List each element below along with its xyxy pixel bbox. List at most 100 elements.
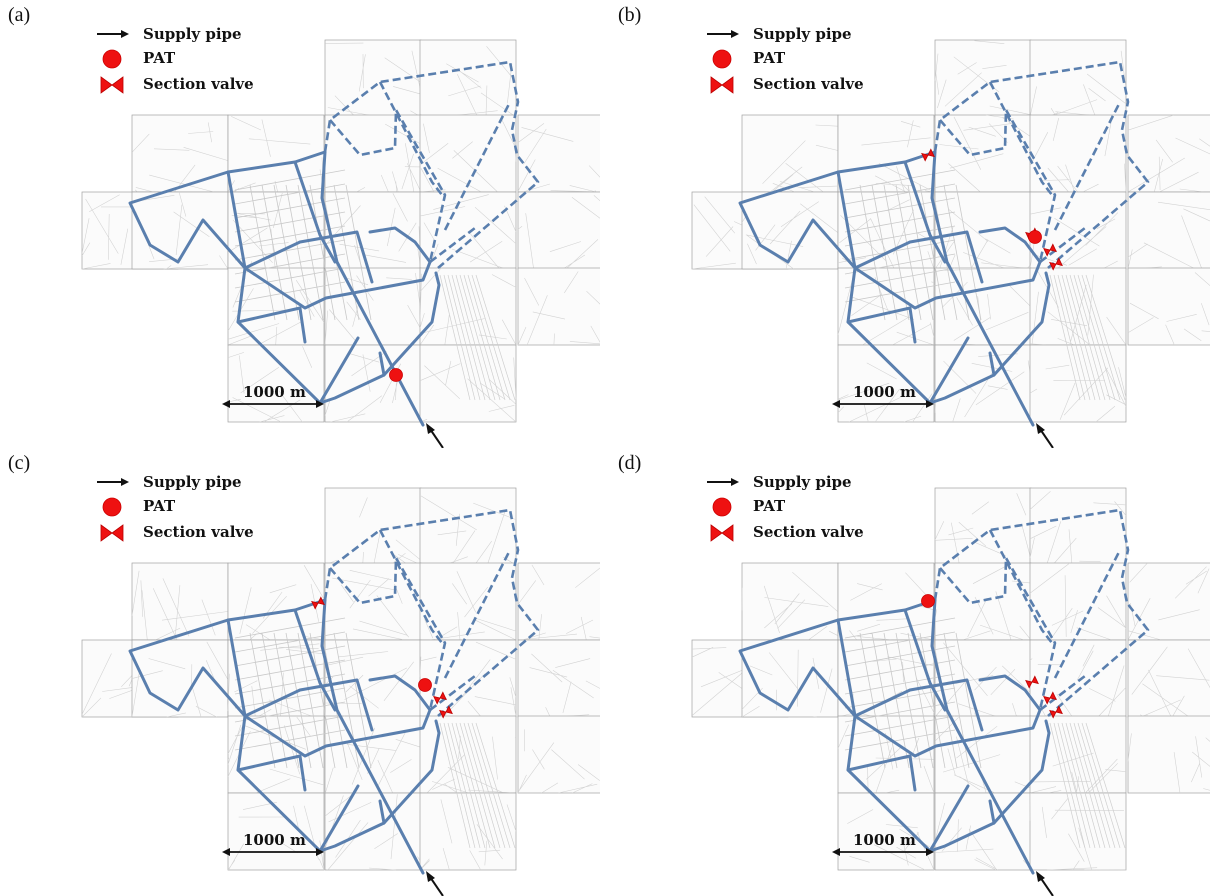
- panel-label: (c): [8, 452, 31, 474]
- map-tiles: [81, 487, 600, 871]
- supply-arrow: [426, 423, 444, 448]
- pipe-solid: [382, 719, 441, 825]
- pipe-dashed: [378, 529, 444, 644]
- map-tile: [131, 114, 229, 193]
- pipe-solid: [318, 351, 386, 405]
- pipe-dashed: [329, 556, 447, 711]
- pipe-network: [738, 508, 1150, 875]
- supply-arrow: [1036, 423, 1054, 448]
- pipe-solid: [243, 708, 432, 758]
- legend-supply-pipe-icon: [95, 22, 135, 48]
- pipe-solid: [293, 608, 337, 712]
- panel-d: (d) 1000 m Supply pipe PAT Section valve: [610, 448, 1210, 896]
- pipe-solid: [836, 170, 857, 270]
- pipe-dashed: [429, 226, 476, 264]
- legend-section-valve-icon: [95, 520, 135, 546]
- section-valve-marker: [1043, 243, 1057, 257]
- legend-section-valve: Section valve: [705, 72, 965, 98]
- section-valve-marker: [1043, 691, 1057, 705]
- pipe-solid: [992, 719, 1051, 825]
- legend-supply-pipe-icon: [95, 470, 135, 496]
- section-valve-marker: [439, 705, 453, 719]
- pipe-solid: [853, 678, 984, 732]
- supply-arrow: [1036, 871, 1054, 896]
- legend-section-valve-label: Section valve: [143, 75, 254, 93]
- scale-bar: 1000 m: [832, 383, 934, 408]
- pipe-network: [128, 60, 540, 427]
- pipe-solid: [368, 674, 432, 712]
- pipe-solid: [738, 598, 937, 718]
- pipe-solid: [930, 150, 1035, 427]
- legend-pat: PAT: [705, 494, 965, 520]
- pipe-solid: [236, 754, 307, 792]
- map-tile: [1029, 562, 1127, 641]
- map-tile: [837, 114, 935, 193]
- pipe-solid: [236, 714, 360, 853]
- pipe-solid: [853, 260, 1042, 310]
- legend-section-valve-icon: [95, 72, 135, 98]
- map-tile: [934, 792, 1032, 871]
- pipe-dashed: [323, 508, 540, 717]
- pipe-dashed: [939, 108, 1057, 263]
- pipe-solid: [236, 266, 360, 405]
- map-tile: [1127, 562, 1210, 641]
- pipe-solid: [226, 618, 247, 718]
- markers: [389, 368, 403, 382]
- pipe-solid: [320, 150, 425, 427]
- pipe-solid: [243, 260, 432, 310]
- map-tile: [517, 267, 600, 346]
- pipe-dashed: [988, 81, 1054, 196]
- legend-pat-label: PAT: [143, 49, 176, 67]
- map-tile: [419, 487, 517, 566]
- pipe-solid: [293, 160, 337, 264]
- map-tile: [1127, 114, 1210, 193]
- pipe-solid: [236, 306, 307, 344]
- pipe-solid: [836, 618, 857, 718]
- map-tiles: [81, 39, 600, 423]
- map-tile: [517, 191, 600, 270]
- pipe-dashed: [329, 108, 447, 263]
- pipe-dashed: [429, 674, 476, 712]
- map-tile: [517, 715, 600, 794]
- pipe-solid: [320, 598, 425, 875]
- legend-supply-pipe-label: Supply pipe: [753, 25, 852, 43]
- legend-supply-pipe: Supply pipe: [95, 470, 355, 496]
- pipe-solid: [928, 351, 996, 405]
- legend-supply-pipe-icon: [705, 470, 745, 496]
- pipe-solid: [738, 150, 937, 270]
- legend-pat-icon: [95, 494, 135, 520]
- pipe-dashed: [323, 60, 540, 269]
- legend-pat-icon: [705, 46, 745, 72]
- pipe-solid: [226, 170, 247, 270]
- markers: [311, 596, 453, 719]
- supply-arrow: [426, 871, 444, 896]
- map-tile: [419, 562, 517, 641]
- pipe-solid: [853, 230, 984, 284]
- map-tile: [1127, 267, 1210, 346]
- network-map: 1000 m: [81, 487, 600, 896]
- map-tile: [324, 792, 422, 871]
- markers: [921, 594, 1063, 719]
- map-tile: [227, 114, 325, 193]
- map-tile: [1029, 487, 1127, 566]
- legend-pat: PAT: [95, 46, 355, 72]
- scale-label: 1000 m: [853, 831, 916, 849]
- pipe-dashed: [933, 60, 1150, 269]
- pipe-solid: [853, 708, 1042, 758]
- pat-marker: [418, 678, 432, 692]
- pipe-solid: [382, 271, 441, 377]
- pipe-solid: [930, 598, 1035, 875]
- pipe-dashed: [1039, 674, 1086, 712]
- legend-section-valve-icon: [705, 72, 745, 98]
- legend-section-valve-icon: [705, 520, 745, 546]
- pipe-solid: [243, 230, 374, 284]
- legend-supply-pipe: Supply pipe: [95, 22, 355, 48]
- section-valve-marker: [1049, 705, 1063, 719]
- pipe-solid: [928, 799, 996, 853]
- pipe-solid: [243, 678, 374, 732]
- legend-section-valve: Section valve: [705, 520, 965, 546]
- legend-section-valve: Section valve: [95, 520, 355, 546]
- pipe-dashed: [988, 529, 1054, 644]
- scale-bar: 1000 m: [222, 383, 324, 408]
